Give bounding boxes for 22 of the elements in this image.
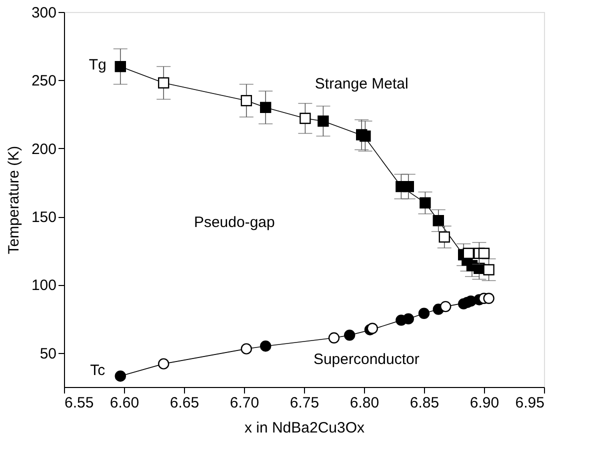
x-tick-label: 6.70 bbox=[230, 394, 260, 412]
x-tick-label: 6.95 bbox=[515, 394, 544, 412]
x-tick-label: 6.75 bbox=[290, 394, 320, 412]
y-tick-label: 200 bbox=[31, 140, 56, 158]
annotation: Strange Metal bbox=[314, 75, 408, 92]
y-tick-label: 150 bbox=[31, 209, 56, 226]
y-tick-label: 300 bbox=[31, 4, 56, 22]
y-axis-title: Temperature (K) bbox=[5, 146, 22, 254]
y-tick-label: 100 bbox=[31, 277, 56, 294]
x-axis-title: x in NdBa2Cu3Ox bbox=[244, 420, 366, 436]
x-tick-label: 6.85 bbox=[410, 394, 440, 412]
x-tick-label: 6.55 bbox=[64, 394, 94, 412]
annotation: Tg bbox=[88, 56, 106, 74]
annotation: Pseudo-gap bbox=[194, 214, 275, 231]
y-tick-label: 50 bbox=[40, 345, 56, 362]
annotation: Superconductor bbox=[313, 350, 420, 368]
x-tick-label: 6.80 bbox=[350, 394, 380, 412]
x-tick-label: 6.90 bbox=[470, 394, 500, 412]
x-tick-label: 6.65 bbox=[170, 394, 200, 412]
annotation: Tc bbox=[90, 362, 106, 380]
y-tick-label: 250 bbox=[31, 72, 56, 90]
x-tick-label: 6.60 bbox=[110, 394, 140, 412]
